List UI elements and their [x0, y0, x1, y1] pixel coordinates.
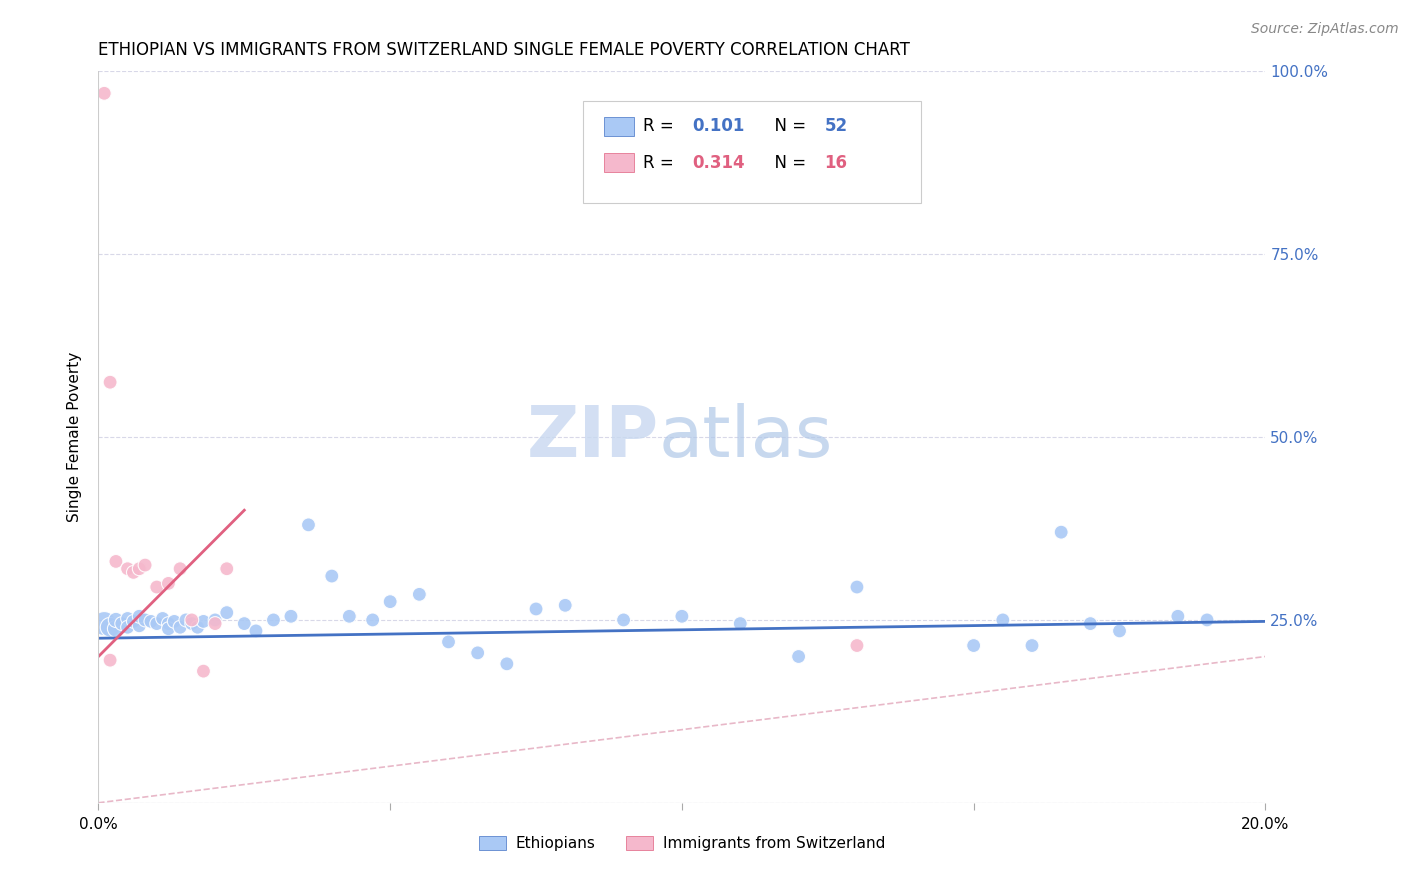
Point: [180, 613, 202, 627]
Point: [163, 615, 186, 629]
Point: [117, 611, 139, 625]
Point: [1021, 639, 1043, 653]
Point: [524, 602, 547, 616]
Point: [104, 613, 127, 627]
Point: [408, 587, 430, 601]
Point: [169, 620, 191, 634]
Point: [204, 613, 226, 627]
Point: [111, 616, 134, 631]
Point: [146, 580, 169, 594]
Point: [730, 616, 752, 631]
Point: [380, 594, 402, 608]
FancyBboxPatch shape: [603, 117, 634, 136]
Text: ZIP: ZIP: [526, 402, 658, 472]
Point: [193, 664, 215, 678]
Point: [245, 624, 267, 638]
Point: [98, 620, 121, 634]
Point: [554, 599, 576, 613]
Text: ETHIOPIAN VS IMMIGRANTS FROM SWITZERLAND SINGLE FEMALE POVERTY CORRELATION CHART: ETHIOPIAN VS IMMIGRANTS FROM SWITZERLAND…: [98, 41, 910, 59]
Point: [612, 613, 634, 627]
Point: [233, 616, 256, 631]
Text: R =: R =: [644, 117, 679, 136]
Text: 0.101: 0.101: [692, 117, 745, 136]
Point: [152, 611, 174, 625]
Point: [117, 562, 139, 576]
Legend: Ethiopians, Immigrants from Switzerland: Ethiopians, Immigrants from Switzerland: [472, 830, 891, 857]
Point: [437, 635, 460, 649]
Point: [991, 613, 1014, 627]
Point: [787, 649, 810, 664]
Text: 0.314: 0.314: [692, 153, 745, 172]
Point: [117, 620, 139, 634]
Point: [262, 613, 284, 627]
Point: [98, 653, 121, 667]
FancyBboxPatch shape: [603, 153, 634, 172]
Point: [1195, 613, 1218, 627]
Text: N =: N =: [763, 117, 811, 136]
Point: [128, 619, 150, 633]
Point: [962, 639, 984, 653]
Point: [846, 580, 869, 594]
Point: [846, 639, 869, 653]
Text: 52: 52: [824, 117, 848, 136]
Y-axis label: Single Female Poverty: Single Female Poverty: [67, 352, 83, 522]
Point: [671, 609, 693, 624]
Text: R =: R =: [644, 153, 679, 172]
Point: [98, 376, 121, 390]
Point: [180, 616, 202, 631]
Point: [280, 609, 302, 624]
Point: [104, 622, 127, 636]
FancyBboxPatch shape: [582, 101, 921, 203]
Text: atlas: atlas: [658, 402, 832, 472]
Point: [174, 613, 197, 627]
Point: [1080, 616, 1102, 631]
Point: [187, 620, 209, 634]
Point: [193, 615, 215, 629]
Point: [134, 613, 156, 627]
Point: [215, 562, 238, 576]
Point: [146, 616, 169, 631]
Text: N =: N =: [763, 153, 811, 172]
Point: [93, 616, 115, 631]
Point: [496, 657, 519, 671]
Point: [157, 576, 180, 591]
Point: [1108, 624, 1130, 638]
Point: [215, 606, 238, 620]
Point: [1167, 609, 1189, 624]
Point: [139, 615, 162, 629]
Point: [93, 87, 115, 101]
Point: [361, 613, 384, 627]
Point: [204, 616, 226, 631]
Point: [104, 554, 127, 568]
Point: [169, 562, 191, 576]
Point: [134, 558, 156, 573]
Point: [122, 615, 145, 629]
Point: [297, 517, 319, 532]
Point: [128, 609, 150, 624]
Point: [122, 566, 145, 580]
Point: [157, 616, 180, 631]
Text: 16: 16: [824, 153, 848, 172]
Text: Source: ZipAtlas.com: Source: ZipAtlas.com: [1251, 22, 1399, 37]
Point: [128, 562, 150, 576]
Point: [337, 609, 360, 624]
Point: [1050, 525, 1073, 540]
Point: [157, 622, 180, 636]
Point: [467, 646, 489, 660]
Point: [321, 569, 343, 583]
